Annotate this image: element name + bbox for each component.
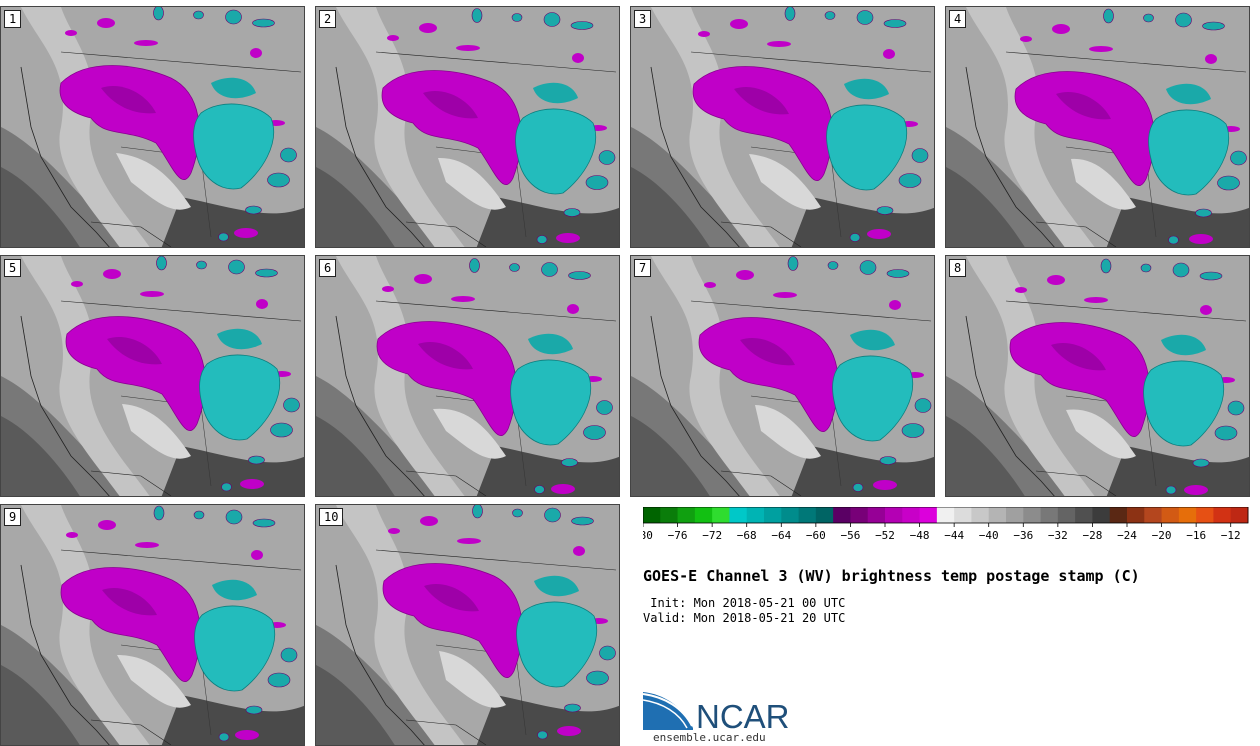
colorbar-swatch	[1213, 507, 1232, 523]
colorbar-tick-label: −80	[643, 529, 653, 542]
colorbar-tick-label: −16	[1186, 529, 1206, 542]
member-number-label: 5	[4, 259, 22, 277]
ensemble-member-panel: 9	[0, 504, 305, 746]
colorbar-swatch	[1075, 507, 1093, 523]
colorbar-tick-label: −68	[737, 529, 757, 542]
member-number-label: 1	[4, 10, 22, 28]
colorbar-tick-label: −40	[979, 529, 999, 542]
colorbar-tick-label: −52	[875, 529, 895, 542]
colorbar-tick-label: −32	[1048, 529, 1068, 542]
colorbar-swatch	[902, 507, 921, 523]
colorbar-swatch	[885, 507, 903, 523]
colorbar-swatch	[1196, 507, 1214, 523]
water-vapor-map	[946, 256, 1249, 496]
colorbar-tick-label: −44	[944, 529, 964, 542]
colorbar-swatch	[1230, 507, 1249, 523]
colorbar-swatch	[833, 507, 851, 523]
colorbar-swatch	[971, 507, 990, 523]
ensemble-member-panel: 6	[315, 255, 620, 497]
member-number-label: 2	[319, 10, 337, 28]
colorbar-swatch	[694, 507, 713, 523]
colorbar-swatch	[1040, 507, 1059, 523]
colorbar-swatch	[1092, 507, 1111, 523]
colorbar-swatch	[919, 507, 938, 523]
colorbar-tick-label: −56	[840, 529, 860, 542]
member-number-label: 8	[949, 259, 967, 277]
member-number-label: 10	[319, 508, 344, 526]
colorbar-tick-label: −20	[1152, 529, 1172, 542]
colorbar-swatch	[815, 507, 834, 523]
member-number-label: 9	[4, 508, 22, 526]
colorbar-swatch	[1109, 507, 1128, 523]
member-number-label: 3	[634, 10, 652, 28]
colorbar-tick-label: −36	[1013, 529, 1033, 542]
colorbar-swatch	[1057, 507, 1076, 523]
colorbar-swatch	[764, 507, 782, 523]
ensemble-member-panel: 4	[945, 6, 1250, 248]
colorbar-swatch	[936, 507, 955, 523]
ensemble-member-panel: 10	[315, 504, 620, 746]
ensemble-member-panel: 5	[0, 255, 305, 497]
water-vapor-map	[1, 7, 304, 247]
water-vapor-map	[631, 7, 934, 247]
water-vapor-map	[316, 7, 619, 247]
colorbar-swatch	[954, 507, 972, 523]
temperature-colorbar: −80 −76 −72 −68 −64 −60 −56 −52 −48 −44 −40 −36 −32 −…	[643, 507, 1249, 542]
ensemble-member-panel: 1	[0, 6, 305, 248]
colorbar-tick-label: −72	[702, 529, 722, 542]
colorbar-tick-label: −48	[910, 529, 930, 542]
colorbar-swatch	[643, 507, 661, 523]
colorbar-swatch	[781, 507, 800, 523]
member-number-label: 7	[634, 259, 652, 277]
colorbar-swatch	[677, 507, 696, 523]
water-vapor-map	[1, 256, 304, 496]
ncar-logo: NCAR	[643, 692, 790, 732]
colorbar-swatch	[1178, 507, 1197, 523]
site-url: ensemble.ucar.edu	[653, 731, 766, 744]
member-number-label: 6	[319, 259, 337, 277]
ensemble-member-panel: 3	[630, 6, 935, 248]
colorbar-tick-label: −24	[1117, 529, 1137, 542]
svg-text:NCAR: NCAR	[696, 698, 790, 732]
valid-time: Valid: Mon 2018-05-21 20 UTC	[643, 611, 846, 625]
colorbar-tick-label: −12	[1221, 529, 1241, 542]
colorbar-swatch	[746, 507, 765, 523]
water-vapor-map	[946, 7, 1249, 247]
member-number-label: 4	[949, 10, 967, 28]
colorbar-swatch	[1127, 507, 1145, 523]
colorbar-swatch	[660, 507, 679, 523]
colorbar-tick-label: −28	[1082, 529, 1102, 542]
colorbar-swatch	[729, 507, 748, 523]
colorbar-tick-label: −64	[771, 529, 791, 542]
water-vapor-map	[316, 256, 619, 496]
ensemble-member-panel: 8	[945, 255, 1250, 497]
water-vapor-map	[1, 505, 304, 745]
colorbar-swatch	[1144, 507, 1163, 523]
ensemble-member-panel: 2	[315, 6, 620, 248]
init-time: Init: Mon 2018-05-21 00 UTC	[643, 596, 846, 610]
colorbar-swatch	[850, 507, 869, 523]
colorbar-swatch	[988, 507, 1007, 523]
ensemble-member-panel: 7	[630, 255, 935, 497]
colorbar-swatch	[1006, 507, 1024, 523]
water-vapor-map	[316, 505, 619, 745]
colorbar-tick-label: −60	[806, 529, 826, 542]
colorbar-swatch	[712, 507, 730, 523]
colorbar-tick-label: −76	[668, 529, 688, 542]
colorbar-swatch	[1023, 507, 1042, 523]
figure-title: GOES-E Channel 3 (WV) brightness temp po…	[643, 567, 1140, 585]
water-vapor-map	[631, 256, 934, 496]
ncar-swoosh-icon	[643, 692, 693, 730]
colorbar-swatch	[1161, 507, 1180, 523]
colorbar-swatch	[867, 507, 886, 523]
colorbar-swatch	[798, 507, 817, 523]
